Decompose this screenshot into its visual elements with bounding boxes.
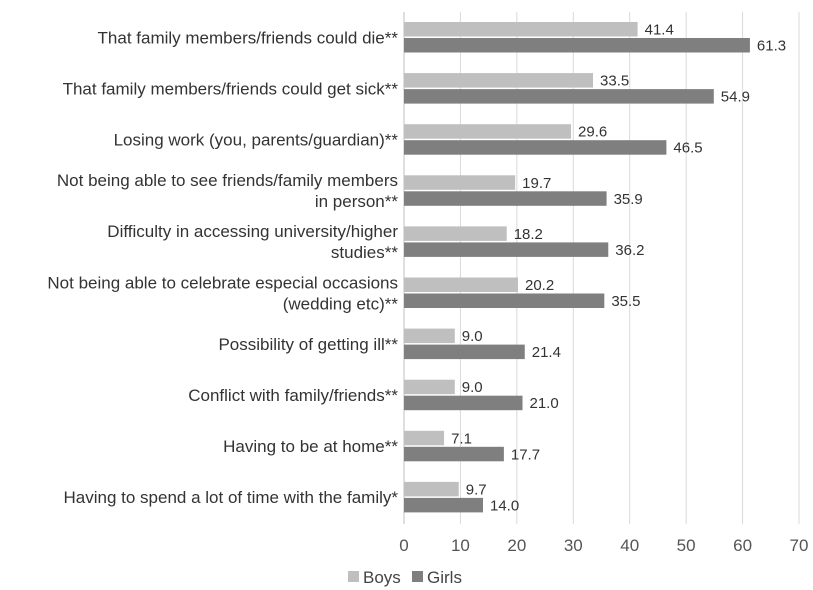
data-label-boys-7: 9.0 [462, 379, 483, 396]
category-label-6: Possibility of getting ill** [218, 335, 398, 354]
data-label-boys-9: 9.7 [466, 481, 487, 498]
x-tick-label-50: 50 [677, 536, 696, 555]
x-tick-label-30: 30 [564, 536, 583, 555]
bar-girls-9 [404, 497, 483, 513]
legend: Boys Girls [348, 568, 462, 587]
bar-boys-2 [404, 124, 572, 139]
x-tick-label-0: 0 [399, 536, 408, 555]
data-label-boys-8: 7.1 [451, 430, 472, 447]
category-label-line: Losing work (you, parents/guardian)** [114, 130, 399, 149]
bar-girls-7 [404, 395, 523, 411]
data-label-boys-3: 19.7 [522, 175, 551, 192]
legend-swatch-girls [412, 571, 423, 582]
bar-boys-1 [404, 73, 594, 88]
x-tick-label-20: 20 [507, 536, 526, 555]
category-labels: That family members/friends could die** T… [47, 28, 398, 507]
data-label-girls-8: 17.7 [511, 446, 540, 463]
bars [404, 22, 750, 513]
category-label-1: That family members/friends could get si… [63, 79, 399, 98]
data-label-girls-1: 54.9 [721, 89, 750, 106]
category-label-2: Losing work (you, parents/guardian)** [114, 130, 399, 149]
category-label-0: That family members/friends could die** [98, 28, 399, 47]
category-label-7: Conflict with family/friends** [188, 386, 398, 405]
bar-girls-4 [404, 242, 609, 257]
bar-boys-9 [404, 481, 459, 497]
category-label-line: in person** [315, 192, 399, 211]
data-label-girls-4: 36.2 [615, 242, 644, 259]
x-tick-label-40: 40 [620, 536, 639, 555]
bar-boys-3 [404, 175, 516, 190]
bar-girls-1 [404, 89, 714, 104]
data-label-girls-5: 35.5 [611, 293, 640, 310]
bar-girls-2 [404, 140, 667, 155]
bar-girls-0 [404, 38, 750, 53]
category-label-line: (wedding etc)** [283, 294, 399, 313]
data-label-boys-2: 29.6 [578, 124, 607, 141]
x-tick-label-60: 60 [733, 536, 752, 555]
bar-boys-0 [404, 22, 638, 37]
category-label-9: Having to spend a lot of time with the f… [64, 488, 399, 507]
x-tick-label-10: 10 [451, 536, 470, 555]
data-label-boys-5: 20.2 [525, 277, 554, 294]
data-label-girls-2: 46.5 [673, 140, 702, 157]
data-label-girls-0: 61.3 [757, 38, 786, 55]
category-label-line: Difficulty in accessing university/highe… [107, 222, 398, 241]
data-label-girls-9: 14.0 [490, 497, 519, 514]
category-label-8: Having to be at home** [223, 437, 398, 456]
bar-girls-3 [404, 191, 607, 206]
data-label-boys-1: 33.5 [600, 73, 629, 90]
data-label-girls-3: 35.9 [614, 191, 643, 208]
bar-girls-5 [404, 293, 605, 308]
category-label-line: Conflict with family/friends** [188, 386, 398, 405]
legend-swatch-boys [348, 571, 359, 582]
bar-boys-8 [404, 430, 445, 446]
data-label-girls-6: 21.4 [532, 344, 561, 361]
x-axis-tick-labels: 0 10 20 30 40 50 60 70 [399, 536, 808, 555]
category-label-line: That family members/friends could get si… [63, 79, 399, 98]
legend-label-girls: Girls [427, 568, 462, 587]
x-tick-label-70: 70 [790, 536, 809, 555]
category-label-4: Difficulty in accessing university/highe… [107, 222, 398, 262]
category-label-line: That family members/friends could die** [98, 28, 399, 47]
data-label-boys-6: 9.0 [462, 328, 483, 345]
category-label-line: Possibility of getting ill** [218, 335, 398, 354]
category-label-line: Not being able to celebrate especial occ… [47, 273, 398, 292]
bar-boys-7 [404, 379, 455, 395]
legend-label-boys: Boys [363, 568, 401, 587]
category-label-3: Not being able to see friends/family mem… [57, 171, 398, 211]
data-label-girls-7: 21.0 [530, 395, 559, 412]
bar-boys-6 [404, 328, 455, 344]
bar-girls-8 [404, 446, 504, 462]
data-label-boys-4: 18.2 [514, 226, 543, 243]
category-label-line: Having to spend a lot of time with the f… [64, 488, 399, 507]
category-label-line: studies** [331, 243, 398, 262]
bar-girls-6 [404, 344, 525, 360]
category-label-5: Not being able to celebrate especial occ… [47, 273, 398, 313]
category-label-line: Having to be at home** [223, 437, 398, 456]
bar-boys-4 [404, 226, 507, 241]
data-label-boys-0: 41.4 [645, 22, 674, 39]
data-labels: 41.4 61.3 33.5 54.9 29.6 46.5 19.7 35.9 18.2 36.2… [451, 22, 786, 515]
category-label-line: Not being able to see friends/family mem… [57, 171, 398, 190]
bar-boys-5 [404, 277, 518, 292]
